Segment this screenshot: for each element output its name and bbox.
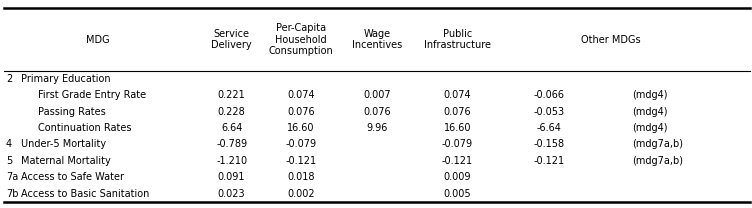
Text: 7b: 7b: [6, 189, 19, 199]
Text: MDG: MDG: [86, 35, 110, 45]
Text: Continuation Rates: Continuation Rates: [38, 123, 131, 133]
Text: 0.007: 0.007: [364, 90, 391, 100]
Text: Access to Safe Water: Access to Safe Water: [21, 172, 124, 182]
Text: 7a: 7a: [6, 172, 18, 182]
Text: -0.158: -0.158: [533, 139, 565, 149]
Text: 0.074: 0.074: [287, 90, 314, 100]
Text: 4: 4: [6, 139, 12, 149]
Text: Primary Education: Primary Education: [21, 74, 111, 84]
Text: -0.789: -0.789: [216, 139, 247, 149]
Text: Maternal Mortality: Maternal Mortality: [21, 156, 111, 166]
Text: 5: 5: [6, 156, 12, 166]
Text: -0.079: -0.079: [441, 139, 473, 149]
Text: (mdg4): (mdg4): [632, 107, 667, 117]
Text: 9.96: 9.96: [367, 123, 388, 133]
Text: (mdg4): (mdg4): [632, 90, 667, 100]
Text: Public
Infrastructure: Public Infrastructure: [423, 29, 491, 50]
Text: -0.079: -0.079: [285, 139, 317, 149]
Text: 0.009: 0.009: [444, 172, 471, 182]
Text: Service
Delivery: Service Delivery: [211, 29, 252, 50]
Text: 0.005: 0.005: [444, 189, 471, 199]
Text: -0.121: -0.121: [285, 156, 317, 166]
Text: 0.076: 0.076: [287, 107, 314, 117]
Text: 16.60: 16.60: [444, 123, 471, 133]
Text: -1.210: -1.210: [216, 156, 247, 166]
Text: -0.121: -0.121: [533, 156, 565, 166]
Text: -0.066: -0.066: [533, 90, 565, 100]
Text: 2: 2: [6, 74, 12, 84]
Text: (mdg4): (mdg4): [632, 123, 667, 133]
Text: 6.64: 6.64: [221, 123, 242, 133]
Text: 16.60: 16.60: [287, 123, 314, 133]
Text: Per-Capita
Household
Consumption: Per-Capita Household Consumption: [268, 23, 333, 56]
Text: 0.018: 0.018: [287, 172, 314, 182]
Text: Wage
Incentives: Wage Incentives: [353, 29, 402, 50]
Text: 0.074: 0.074: [444, 90, 471, 100]
Text: (mdg7a,b): (mdg7a,b): [632, 156, 683, 166]
Text: -0.053: -0.053: [533, 107, 565, 117]
Text: Other MDGs: Other MDGs: [581, 35, 641, 45]
Text: -0.121: -0.121: [441, 156, 473, 166]
Text: 0.228: 0.228: [218, 107, 245, 117]
Text: 0.023: 0.023: [218, 189, 245, 199]
Text: 0.221: 0.221: [218, 90, 245, 100]
Text: -6.64: -6.64: [536, 123, 562, 133]
Text: 0.076: 0.076: [444, 107, 471, 117]
Text: 0.002: 0.002: [287, 189, 314, 199]
Text: 0.091: 0.091: [218, 172, 245, 182]
Text: (mdg7a,b): (mdg7a,b): [632, 139, 683, 149]
Text: Access to Basic Sanitation: Access to Basic Sanitation: [21, 189, 150, 199]
Text: Passing Rates: Passing Rates: [38, 107, 105, 117]
Text: First Grade Entry Rate: First Grade Entry Rate: [38, 90, 146, 100]
Text: Under-5 Mortality: Under-5 Mortality: [21, 139, 106, 149]
Text: 0.076: 0.076: [364, 107, 391, 117]
